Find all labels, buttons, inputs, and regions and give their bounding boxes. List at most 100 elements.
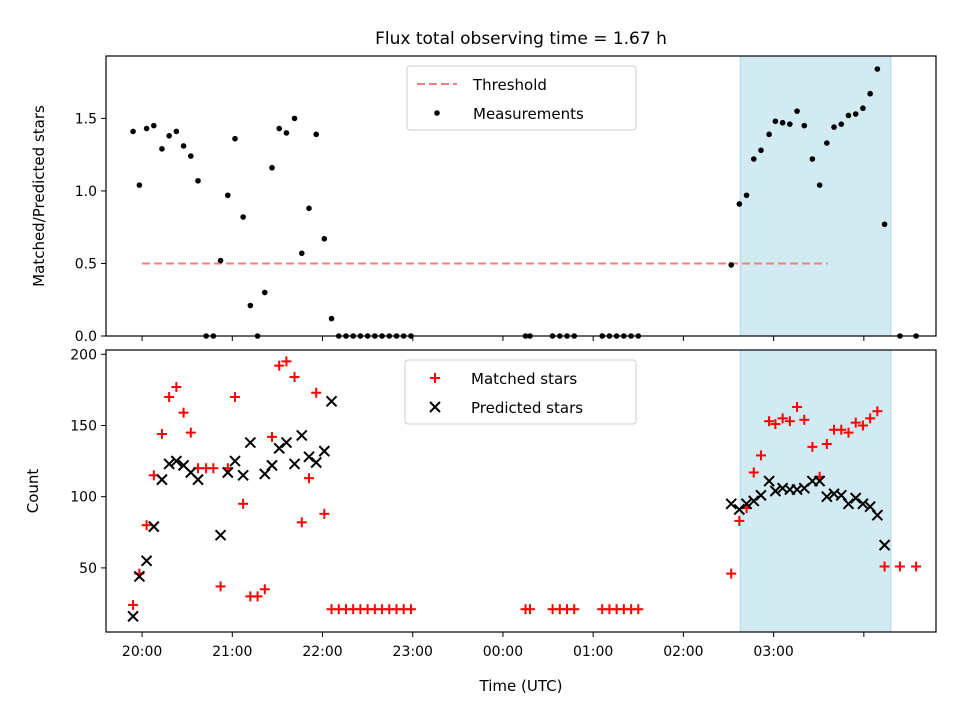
legend-matched-swatch: [430, 373, 440, 383]
y-tick-label: 1.5: [75, 111, 97, 127]
measurement-point: [743, 192, 750, 199]
x-axis-label: Time (UTC): [479, 677, 563, 695]
matched-point: [792, 401, 803, 412]
matched-point: [879, 561, 890, 572]
y-tick-label: 1.0: [75, 184, 97, 200]
matched-point: [267, 431, 277, 442]
matched-point: [128, 599, 139, 610]
predicted-point: [148, 520, 160, 533]
matched-point: [633, 604, 644, 615]
predicted-point: [296, 429, 308, 442]
matched-point: [178, 407, 189, 418]
matched-point: [784, 416, 795, 427]
matched-point: [821, 439, 832, 449]
measurement-point: [173, 128, 180, 135]
matched-point: [296, 517, 307, 528]
measurement-point: [750, 156, 757, 162]
measurement-point: [736, 201, 743, 207]
predicted-point: [325, 395, 338, 407]
predicted-point: [170, 455, 183, 467]
matched-point: [230, 392, 241, 402]
legend-label: Threshold: [472, 76, 547, 94]
measurement-point: [824, 140, 830, 146]
measurement-point: [779, 119, 786, 126]
matched-point: [755, 450, 766, 461]
matched-point: [311, 387, 322, 398]
matched-point: [525, 604, 536, 615]
matched-point: [843, 427, 854, 438]
matched-point: [319, 508, 330, 519]
predicted-point: [163, 458, 175, 470]
measurement-point: [166, 132, 172, 139]
x-tick-label: 02:00: [663, 644, 703, 660]
predicted-point: [725, 498, 737, 510]
measurement-point: [261, 289, 268, 296]
measurement-point: [136, 182, 143, 188]
y-axis-label: Matched/Predicted stars: [30, 105, 48, 287]
measurement-point: [247, 302, 254, 309]
matched-point: [865, 413, 876, 424]
predicted-point: [769, 485, 782, 497]
measurement-point: [881, 221, 888, 228]
matched-point: [836, 424, 847, 435]
matched-point: [274, 360, 285, 371]
predicted-point: [127, 610, 139, 623]
matched-point: [734, 515, 745, 526]
x-tick-label: 00:00: [483, 644, 523, 660]
matched-point: [857, 420, 868, 431]
measurement-point: [313, 131, 320, 138]
measurement-point: [867, 90, 873, 97]
predicted-point: [857, 498, 869, 510]
predicted-point: [748, 495, 760, 507]
predicted-point: [733, 503, 746, 516]
legend: Matched stars Predicted stars: [404, 359, 637, 425]
matched-point: [748, 467, 759, 478]
measurement-point: [321, 235, 328, 242]
measurement-point: [860, 105, 866, 112]
matched-point: [164, 392, 175, 402]
measurement-point: [195, 177, 201, 184]
x-tick-label: 22:00: [302, 644, 342, 660]
predicted-point: [280, 436, 293, 449]
predicted-point: [229, 455, 241, 467]
predicted-point: [244, 436, 257, 449]
measurement-point: [772, 118, 779, 125]
predicted-point: [763, 475, 775, 487]
predicted-point: [273, 442, 285, 454]
predicted-point: [813, 475, 826, 487]
measurement-point: [852, 111, 859, 117]
matched-point: [156, 429, 167, 440]
matched-point: [807, 441, 818, 452]
bottom-panel-star-counts: 50 100 150 200 20:00 21:00 22:00 23:00 00:00 01:0…: [24, 347, 937, 695]
legend-label: Measurements: [473, 105, 584, 123]
measurement-point: [794, 108, 800, 114]
matched-point: [171, 382, 182, 393]
matched-point: [569, 604, 580, 615]
measurement-point: [809, 156, 816, 162]
measurement-point: [874, 66, 881, 72]
measurement-point: [306, 205, 312, 212]
y-tick-label: 0.0: [75, 329, 97, 345]
predicted-point: [222, 466, 234, 479]
predicted-point: [288, 458, 301, 470]
matched-point: [777, 413, 788, 424]
measurement-point: [240, 214, 246, 220]
y-tick-label: 50: [79, 561, 97, 577]
predicted-point: [192, 473, 204, 486]
predicted-point: [140, 555, 153, 567]
predicted-point: [266, 459, 278, 472]
predicted-point: [842, 498, 855, 510]
matched-point: [289, 372, 300, 383]
measurement-point: [283, 130, 290, 136]
measurement-point: [276, 125, 283, 132]
measurement-point: [232, 135, 238, 142]
highlight-span: [739, 349, 892, 633]
series-matched-stars: [128, 356, 922, 615]
y-tick-label: 0.5: [75, 256, 97, 272]
legend-label: Predicted stars: [471, 399, 583, 417]
measurement-point: [143, 125, 150, 132]
measurement-point: [728, 262, 735, 268]
measurement-point: [298, 250, 305, 257]
matched-point: [726, 568, 737, 579]
